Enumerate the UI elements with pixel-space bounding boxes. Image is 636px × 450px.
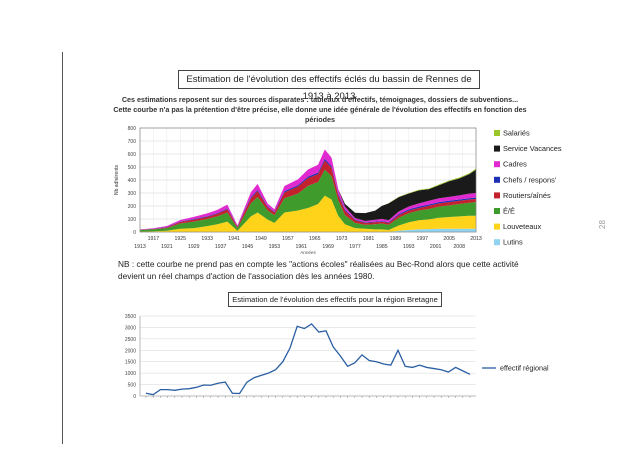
note-line2: devient un réel champs d'action de l'ass… — [118, 271, 375, 281]
chart2-ytick-label: 3000 — [125, 325, 136, 331]
chart1-legend-label: Lutins — [503, 238, 523, 247]
chart1-legend-swatch — [494, 161, 500, 168]
chart1-legend-item: Service Vacances — [494, 144, 562, 153]
chart2-ytick-label: 0 — [133, 394, 136, 400]
chart1-xtick-label: 1945 — [242, 244, 254, 250]
chart1-area-Cadres — [140, 149, 476, 230]
chart1-xtick-label: 1957 — [282, 236, 294, 242]
chart1-area-Routiers/aînés — [140, 160, 476, 231]
chart1-legend-label: Service Vacances — [503, 144, 562, 153]
chart1-legend-label: Salariés — [503, 129, 530, 138]
chart1-legend-item: Louveteaux — [494, 222, 542, 231]
chart1-ytick-label: 200 — [128, 204, 137, 210]
chart1-legend-swatch — [494, 130, 500, 136]
chart1-legend-label: Louveteaux — [503, 222, 542, 231]
chart1-xtick-label: 1993 — [403, 244, 415, 250]
chart1-xtick-label: 1933 — [201, 236, 213, 242]
chart1-xtick-label: 1997 — [416, 236, 428, 242]
chart1-xtick-label: 2008 — [453, 244, 465, 250]
chart1-xtick-label: 1921 — [161, 244, 173, 250]
chart2-ytick-label: 2000 — [125, 348, 136, 354]
chart1-xtick-label: 2001 — [430, 244, 442, 250]
chart2-ytick-label: 500 — [128, 383, 137, 389]
chart2-ytick-label: 1000 — [125, 371, 136, 377]
chart1-legend: Salariés Service Vacances Cadres Chefs / re… — [494, 129, 562, 247]
chart1-legend-label: Routiers/aînés — [503, 191, 551, 200]
chart1-xtick-label: 1925 — [175, 236, 187, 242]
chart1-xtick-label: 1981 — [363, 236, 375, 242]
chart2-title: Estimation de l'évolution des effectifs … — [228, 292, 442, 307]
chart1-legend-item: Cadres — [494, 160, 527, 169]
slide-left-rule — [62, 52, 63, 444]
chart2-ytick-label: 2500 — [125, 337, 136, 343]
chart1-xtick-label: 1969 — [322, 244, 334, 250]
chart1-area-É/É — [140, 169, 476, 232]
chart1-ytick-label: 0 — [133, 230, 136, 236]
chart1-xtick-label: 2013 — [470, 236, 482, 242]
note-line1: NB : cette courbe ne prend pas en compte… — [118, 259, 519, 269]
chart1-ytick-label: 500 — [128, 165, 137, 171]
chart1-xtick-label: 1985 — [376, 244, 388, 250]
chart1-legend-item: É/É — [494, 207, 515, 216]
chart1-xtick-label: 1917 — [148, 236, 160, 242]
chart1-ytick-label: 700 — [128, 139, 137, 145]
chart1-legend-swatch — [494, 208, 500, 214]
chart2-ytick-label: 1500 — [125, 360, 136, 366]
chart1-subtitle-line1: Ces estimations reposent sur des sources… — [121, 95, 519, 104]
chart1-ytick-label: 100 — [128, 217, 137, 223]
chart1-legend-label: É/É — [503, 207, 515, 216]
chart1-frame — [139, 127, 477, 233]
chart1-xtick-label: 1941 — [228, 236, 240, 242]
chart1-ytick-label: 300 — [128, 191, 137, 197]
chart1-xtick-label: 1973 — [336, 236, 348, 242]
chart1-legend-item: Lutins — [494, 238, 523, 247]
chart1-legend-label: Cadres — [503, 160, 527, 169]
chart1-legend-item: Chefs / respons' — [494, 175, 557, 184]
chart1-xtick-label: 1965 — [309, 236, 321, 242]
chart1-xtick-label: 1953 — [269, 244, 281, 250]
chart1-subtitle: Ces estimations reposent sur des sources… — [100, 95, 540, 125]
chart1-legend-item: Routiers/aînés — [494, 191, 551, 200]
chart1-legend-swatch — [494, 192, 500, 199]
note-text: NB : cette courbe ne prend pas en compte… — [118, 258, 568, 282]
chart1-legend-swatch — [494, 239, 500, 246]
chart1-xtick-label: 1913 — [134, 244, 146, 250]
chart1-xtick-label: 1989 — [390, 236, 402, 242]
chart1-ytick-label: 400 — [128, 178, 137, 184]
chart1-area-Louveteaux — [140, 195, 476, 232]
chart1-area-Lutins — [140, 228, 476, 232]
chart1-xlabel: Années — [300, 250, 316, 255]
chart1-area-Service Vacances — [140, 149, 476, 230]
chart1-legend-item: Salariés — [494, 129, 530, 138]
chart1-subtitle-line2: Cette courbe n'a pas la prétention d'êtr… — [113, 105, 527, 124]
chart1-legend-swatch — [494, 176, 500, 183]
chart2-ytick-label: 3500 — [125, 314, 136, 320]
chart1-title: Estimation de l'évolution des effectifs … — [178, 70, 480, 102]
chart1-ylabel: Nb adhérents — [114, 164, 120, 195]
chart1-xtick-label: 1961 — [296, 244, 308, 250]
chart1-xtick-label: 1949 — [255, 236, 267, 242]
chart2-legend-label: effectif régional — [500, 364, 549, 373]
chart1-xtick-label: 2005 — [443, 236, 455, 242]
chart1-xtick-label: 1929 — [188, 244, 200, 250]
chart1-ytick-label: 800 — [128, 126, 137, 132]
chart2-series-line — [145, 323, 471, 396]
chart1-legend-swatch — [494, 145, 500, 152]
chart1-ytick-label: 600 — [128, 152, 137, 158]
chart1-legend-label: Chefs / respons' — [503, 175, 557, 184]
chart1-legend-swatch — [494, 223, 500, 230]
chart1-xtick-label: 1977 — [349, 244, 361, 250]
chart1-xtick-label: 1937 — [215, 244, 227, 250]
